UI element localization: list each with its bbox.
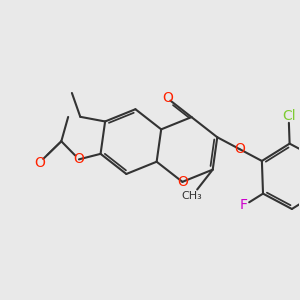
Text: O: O (162, 92, 173, 105)
Text: F: F (240, 198, 248, 212)
Text: O: O (74, 152, 84, 167)
Text: O: O (177, 175, 188, 189)
Text: CH₃: CH₃ (182, 191, 202, 201)
Text: O: O (34, 156, 45, 170)
Text: O: O (234, 142, 245, 156)
Text: Cl: Cl (282, 109, 296, 123)
